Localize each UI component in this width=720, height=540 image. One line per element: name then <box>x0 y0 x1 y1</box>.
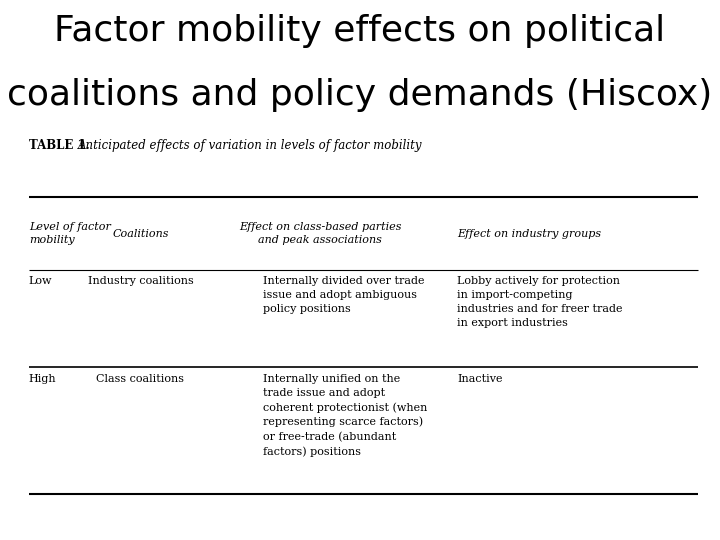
Text: Factor mobility effects on political: Factor mobility effects on political <box>55 14 665 48</box>
Text: coalitions and policy demands (Hiscox): coalitions and policy demands (Hiscox) <box>7 78 713 112</box>
Text: Inactive: Inactive <box>457 374 503 384</box>
Text: Industry coalitions: Industry coalitions <box>88 276 193 287</box>
Text: Level of factor
mobility: Level of factor mobility <box>29 222 111 245</box>
Text: Class coalitions: Class coalitions <box>96 374 184 384</box>
Text: High: High <box>29 374 56 384</box>
Text: Coalitions: Coalitions <box>112 228 168 239</box>
Text: Internally unified on the
trade issue and adopt
coherent protectionist (when
rep: Internally unified on the trade issue an… <box>263 374 427 457</box>
Text: Effect on class-based parties
and peak associations: Effect on class-based parties and peak a… <box>239 222 402 245</box>
Text: Lobby actively for protection
in import-competing
industries and for freer trade: Lobby actively for protection in import-… <box>457 276 623 328</box>
Text: TABLE 1.: TABLE 1. <box>29 139 89 152</box>
Text: Internally divided over trade
issue and adopt ambiguous
policy positions: Internally divided over trade issue and … <box>263 276 424 314</box>
Text: Effect on industry groups: Effect on industry groups <box>457 228 601 239</box>
Text: Anticipated effects of variation in levels of factor mobility: Anticipated effects of variation in leve… <box>78 139 422 152</box>
Text: Low: Low <box>29 276 53 287</box>
